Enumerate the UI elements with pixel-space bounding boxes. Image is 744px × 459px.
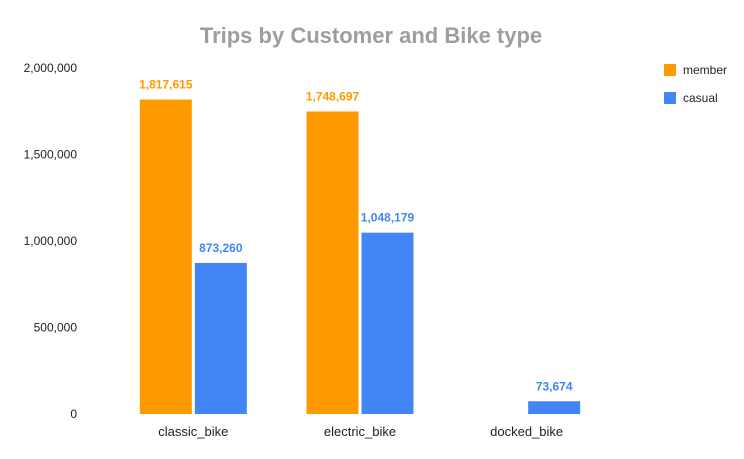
x-tick-label: docked_bike [490, 424, 563, 439]
bars [139, 99, 581, 415]
x-axis: classic_bike electric_bike docked_bike [158, 424, 563, 439]
data-label: 1,817,615 [139, 78, 193, 92]
data-labels: 1,817,615 873,260 1,748,697 1,048,179 73,674 [139, 78, 573, 394]
x-tick-label: electric_bike [324, 424, 396, 439]
bar-casual-electric_bike [361, 232, 414, 414]
chart-title: Trips by Customer and Bike type [200, 23, 542, 48]
data-label: 873,260 [199, 241, 243, 255]
bar-member-electric_bike [306, 111, 359, 415]
bar-member-classic_bike [139, 99, 192, 414]
legend-swatch-member [664, 64, 676, 76]
bar-casual-classic_bike [194, 262, 247, 414]
legend: member casual [664, 63, 727, 105]
legend-swatch-casual [664, 92, 676, 104]
data-label: 1,048,179 [361, 211, 415, 225]
y-tick-label: 1,500,000 [24, 148, 78, 162]
y-axis: 0 500,000 1,000,000 1,500,000 2,000,000 [24, 61, 78, 421]
data-label: 1,748,697 [306, 89, 360, 103]
y-tick-label: 2,000,000 [24, 61, 78, 75]
y-tick-label: 1,000,000 [24, 234, 78, 248]
data-label: 73,674 [536, 379, 573, 393]
y-tick-label: 500,000 [34, 321, 78, 335]
legend-label-member: member [683, 63, 727, 77]
bar-casual-docked_bike [528, 401, 581, 414]
x-tick-label: classic_bike [158, 424, 228, 439]
legend-label-casual: casual [683, 91, 718, 105]
y-tick-label: 0 [70, 407, 77, 421]
